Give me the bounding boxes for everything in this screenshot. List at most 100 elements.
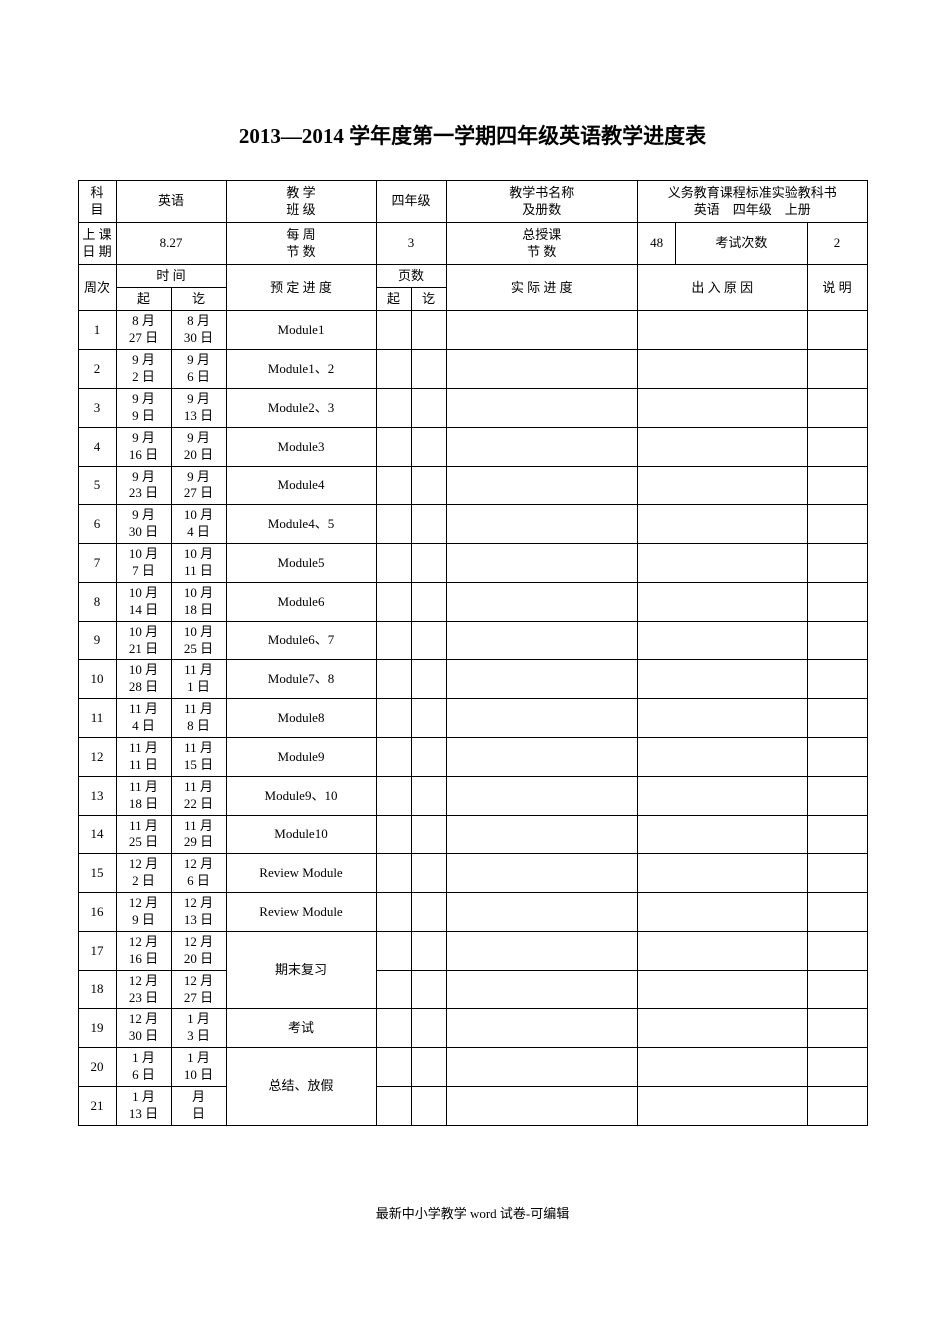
topic-cell: Module9 (226, 737, 376, 776)
end-date-cell: 9 月27 日 (171, 466, 226, 505)
actual-cell (446, 1087, 638, 1126)
week-cell: 17 (78, 931, 116, 970)
week-cell: 12 (78, 737, 116, 776)
reason-cell (638, 311, 807, 350)
table-row: 1311 月18 日11 月22 日Module9、10 (78, 776, 867, 815)
reason-cell (638, 1087, 807, 1126)
page-end-header: 讫 (411, 288, 446, 311)
end-date-cell: 9 月13 日 (171, 388, 226, 427)
page-end-cell (411, 350, 446, 389)
reason-header: 出 入 原 因 (638, 265, 807, 311)
table-row: 18 月27 日8 月30 日Module1 (78, 311, 867, 350)
text: 日 期 (82, 244, 111, 259)
page-end-cell (411, 427, 446, 466)
page-end-cell (411, 660, 446, 699)
note-cell (807, 970, 867, 1009)
time-header: 时 间 (116, 265, 226, 288)
reason-cell (638, 893, 807, 932)
end-date-cell: 12 月6 日 (171, 854, 226, 893)
reason-cell (638, 505, 807, 544)
text: 每 周 (286, 227, 315, 242)
actual-cell (446, 854, 638, 893)
note-cell (807, 854, 867, 893)
topic-cell: Module3 (226, 427, 376, 466)
text: 义务教育课程标准实验教科书 (668, 185, 837, 200)
week-cell: 18 (78, 970, 116, 1009)
start-date-cell: 1 月6 日 (116, 1048, 171, 1087)
text: 英语 四年级 上册 (694, 202, 811, 217)
week-cell: 7 (78, 544, 116, 583)
end-date-cell: 11 月22 日 (171, 776, 226, 815)
header-row-1: 科 目 英语 教 学班 级 四年级 教学书名称及册数 义务教育课程标准实验教科书… (78, 181, 867, 223)
start-date-cell: 10 月21 日 (116, 621, 171, 660)
page-start-cell (376, 427, 411, 466)
start-date-value: 8.27 (116, 223, 226, 265)
actual-cell (446, 350, 638, 389)
end-date-cell: 11 月29 日 (171, 815, 226, 854)
actual-cell (446, 1048, 638, 1087)
table-row: 29 月2 日9 月6 日Module1、2 (78, 350, 867, 389)
note-cell (807, 699, 867, 738)
actual-cell (446, 970, 638, 1009)
start-date-cell: 10 月14 日 (116, 582, 171, 621)
week-cell: 3 (78, 388, 116, 427)
page-start-cell (376, 931, 411, 970)
note-cell (807, 350, 867, 389)
page-end-cell (411, 621, 446, 660)
actual-cell (446, 582, 638, 621)
reason-cell (638, 388, 807, 427)
table-row: 1211 月11 日11 月15 日Module9 (78, 737, 867, 776)
actual-cell (446, 505, 638, 544)
table-row: 1512 月2 日12 月6 日Review Module (78, 854, 867, 893)
table-row: 1612 月9 日12 月13 日Review Module (78, 893, 867, 932)
week-cell: 2 (78, 350, 116, 389)
end-date-cell: 12 月13 日 (171, 893, 226, 932)
start-date-cell: 12 月16 日 (116, 931, 171, 970)
page-start-cell (376, 466, 411, 505)
actual-cell (446, 815, 638, 854)
footer-text: 最新中小学教学 word 试卷-可编辑 (0, 1203, 945, 1222)
column-header-1: 周次 时 间 预 定 进 度 页数 实 际 进 度 出 入 原 因 说 明 (78, 265, 867, 288)
text: 及册数 (522, 202, 561, 217)
topic-cell: Module4 (226, 466, 376, 505)
note-cell (807, 737, 867, 776)
schedule-table: 科 目 英语 教 学班 级 四年级 教学书名称及册数 义务教育课程标准实验教科书… (78, 180, 868, 1126)
page-end-cell (411, 893, 446, 932)
subject-value: 英语 (116, 181, 226, 223)
end-date-cell: 1 月3 日 (171, 1009, 226, 1048)
end-date-cell: 8 月30 日 (171, 311, 226, 350)
text: 教学书名称 (509, 185, 574, 200)
note-cell (807, 1009, 867, 1048)
week-cell: 14 (78, 815, 116, 854)
page-end-cell (411, 582, 446, 621)
week-cell: 13 (78, 776, 116, 815)
table-row: 201 月6 日1 月10 日总结、放假 (78, 1048, 867, 1087)
start-date-cell: 9 月2 日 (116, 350, 171, 389)
document-title: 2013—2014 学年度第一学期四年级英语教学进度表 (0, 120, 945, 150)
topic-cell: Module2、3 (226, 388, 376, 427)
page-end-cell (411, 1009, 446, 1048)
actual-cell (446, 776, 638, 815)
note-cell (807, 815, 867, 854)
note-cell (807, 931, 867, 970)
actual-cell (446, 699, 638, 738)
page-start-cell (376, 970, 411, 1009)
note-cell (807, 466, 867, 505)
start-date-label: 上 课日 期 (78, 223, 116, 265)
note-cell (807, 427, 867, 466)
note-cell (807, 388, 867, 427)
topic-cell: Module9、10 (226, 776, 376, 815)
start-date-cell: 11 月4 日 (116, 699, 171, 738)
page-start-cell (376, 893, 411, 932)
page-start-cell (376, 582, 411, 621)
reason-cell (638, 854, 807, 893)
end-date-cell: 10 月11 日 (171, 544, 226, 583)
week-cell: 8 (78, 582, 116, 621)
table-row: 1010 月28 日11 月1 日Module7、8 (78, 660, 867, 699)
week-header: 周次 (78, 265, 116, 311)
page-end-cell (411, 1048, 446, 1087)
note-cell (807, 311, 867, 350)
page-end-cell (411, 311, 446, 350)
page-start-cell (376, 1009, 411, 1048)
topic-cell: Module8 (226, 699, 376, 738)
